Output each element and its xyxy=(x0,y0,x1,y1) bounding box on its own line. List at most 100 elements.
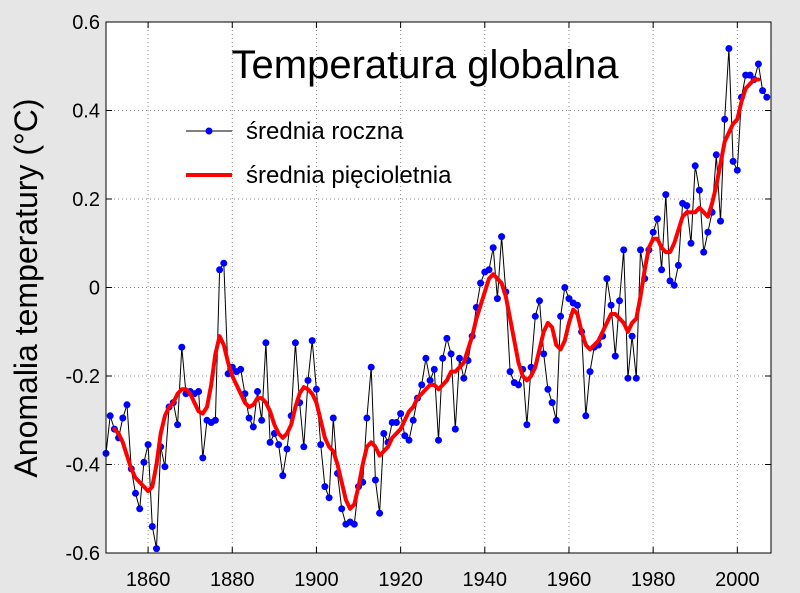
series-annual-point xyxy=(717,217,724,225)
series-annual-point xyxy=(418,381,426,389)
series-annual-point xyxy=(426,376,434,384)
series-annual-point xyxy=(392,419,400,426)
series-annual-point xyxy=(561,284,569,291)
series-annual-point xyxy=(178,343,186,351)
series-annual-point xyxy=(721,115,729,123)
series-annual-point xyxy=(211,416,219,424)
series-annual-point xyxy=(397,410,405,418)
series-annual-point xyxy=(666,277,674,285)
series-annual-point xyxy=(489,244,497,252)
chart-title: Temperatura globalna xyxy=(232,43,620,87)
y-axis-label: Anomalia temperatury (°C) xyxy=(8,98,44,477)
series-annual-point xyxy=(338,505,346,513)
series-annual-point xyxy=(477,279,485,287)
series-annual-point xyxy=(485,266,493,274)
series-annual-point xyxy=(460,374,468,382)
series-annual-point xyxy=(725,45,733,52)
series-annual-point xyxy=(456,354,463,362)
series-annual-point xyxy=(670,281,678,289)
y-tick-label: 0.4 xyxy=(72,101,100,123)
y-tick-label: -0.6 xyxy=(66,543,100,565)
series-annual-point xyxy=(405,436,413,444)
series-annual-point xyxy=(620,246,628,254)
series-annual-point xyxy=(704,228,712,236)
series-annual-point xyxy=(611,352,619,360)
series-annual-point xyxy=(683,202,691,210)
series-annual-point xyxy=(687,239,695,247)
y-tick-label: 0 xyxy=(89,278,100,300)
series-annual-point xyxy=(674,261,682,269)
series-annual-point xyxy=(632,374,640,382)
series-annual-point xyxy=(637,246,644,254)
series-annual-point xyxy=(662,191,670,199)
series-annual-point xyxy=(245,414,253,422)
x-tick-label: 1880 xyxy=(210,569,255,591)
series-annual-point xyxy=(759,87,767,95)
x-tick-label: 1940 xyxy=(463,569,508,591)
series-annual-point xyxy=(262,339,270,347)
series-annual-point xyxy=(603,275,611,283)
series-annual-point xyxy=(439,354,447,362)
series-annual-point xyxy=(582,412,590,420)
series-annual-point xyxy=(573,301,581,309)
x-tick-label: 1980 xyxy=(631,569,676,591)
series-annual-point xyxy=(321,483,329,491)
series-annual-point xyxy=(266,438,274,446)
y-tick-label: 0.6 xyxy=(72,12,100,34)
series-annual-point xyxy=(658,266,666,274)
series-annual-point xyxy=(148,523,156,530)
series-annual-point xyxy=(249,423,257,431)
series-annual-point xyxy=(199,454,207,462)
series-annual-point xyxy=(493,295,501,303)
series-annual-point xyxy=(695,186,703,194)
series-annual-point xyxy=(498,233,506,241)
series-annual-point xyxy=(536,297,543,305)
y-axis: -0.6 -0.4 -0.2 0 0.2 0.4 0.6 xyxy=(66,12,771,565)
series-annual-point xyxy=(367,363,375,371)
series-annual-point xyxy=(195,388,203,395)
series-annual-point xyxy=(763,93,771,101)
series-annual-point xyxy=(161,463,169,471)
series-annual-point xyxy=(443,334,451,342)
series-annual-point xyxy=(544,385,552,393)
series-annual-point xyxy=(220,259,228,267)
series-annual-point xyxy=(254,388,261,395)
series-annual-point xyxy=(174,421,182,429)
series-annual-point xyxy=(557,312,565,320)
series-annual-point xyxy=(451,425,459,433)
series-annual-point xyxy=(624,374,632,382)
series-annual-point xyxy=(733,166,741,174)
series-layer xyxy=(102,45,771,553)
x-tick-label: 2000 xyxy=(715,569,760,591)
series-annual-point xyxy=(430,365,438,373)
series-annual-point xyxy=(317,441,325,449)
y-tick-label: -0.4 xyxy=(66,455,100,477)
series-annual-point xyxy=(376,509,384,517)
series-annual-point xyxy=(279,472,287,480)
series-annual-point xyxy=(237,365,245,373)
series-annual-point xyxy=(401,432,409,440)
x-tick-label: 1900 xyxy=(294,569,339,591)
series-annual-point xyxy=(258,416,266,424)
series-annual-point xyxy=(565,295,573,303)
series-annual-point xyxy=(300,443,308,451)
series-annual-point xyxy=(119,414,127,422)
series-annual-point xyxy=(312,385,320,393)
series-annual-point xyxy=(628,332,636,340)
x-axis: 1860 1880 1900 1920 1940 1960 1980 2000 xyxy=(126,22,760,591)
series-annual-point xyxy=(136,505,144,513)
series-annual-point xyxy=(123,401,131,409)
series-annual-point xyxy=(422,354,430,362)
series-annual-point xyxy=(308,337,316,345)
series-annual-point xyxy=(712,151,720,159)
series-annual-point xyxy=(653,215,661,223)
series-annual-point xyxy=(106,412,114,420)
series-annual-point xyxy=(283,445,291,453)
series-annual-point xyxy=(153,545,160,553)
series-annual-point xyxy=(291,339,299,347)
x-tick-label: 1860 xyxy=(126,569,171,591)
series-annual-point xyxy=(447,350,455,358)
series-annual-point xyxy=(435,436,442,444)
series-annual-point xyxy=(531,312,539,320)
